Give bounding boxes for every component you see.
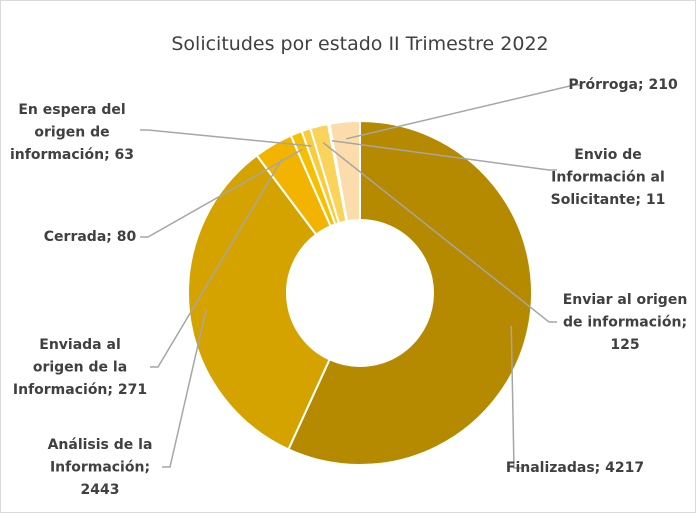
- data-label-line: Información al: [551, 170, 665, 186]
- data-label-line: origen de: [34, 125, 109, 141]
- data-label: Envio de Información al Solicitante; 11: [551, 147, 666, 208]
- leader-line: [346, 84, 582, 140]
- leader-line: [331, 140, 557, 171]
- data-label-line: origen de la: [33, 360, 127, 376]
- donut-slice: [287, 119, 533, 466]
- data-label-line: Análisis de la: [48, 437, 153, 453]
- data-label-line: Información; 271: [13, 382, 147, 398]
- data-label: Enviar al origen de información; 125: [563, 292, 688, 353]
- leader-line: [510, 325, 522, 469]
- data-label: Enviada al origen de la Información; 271: [13, 337, 147, 398]
- data-label-line: Prórroga; 210: [568, 77, 678, 93]
- data-label-line: 125: [610, 337, 639, 353]
- leader-line: [162, 309, 207, 468]
- chart-title: Solicitudes por estado II Trimestre 2022: [171, 33, 548, 55]
- data-label-line: Enviar al origen: [563, 292, 688, 308]
- data-label-line: Enviada al: [39, 337, 121, 353]
- leader-line: [150, 158, 283, 368]
- data-label-line: Finalizadas; 4217: [506, 460, 644, 476]
- data-label-line: información; 63: [10, 147, 134, 163]
- data-label: Prórroga; 210: [568, 77, 678, 93]
- leader-line: [140, 129, 312, 147]
- data-label-line: Cerrada; 80: [44, 229, 137, 245]
- data-label: Finalizadas; 4217: [506, 460, 644, 476]
- data-label-line: Solicitante; 11: [551, 192, 666, 208]
- data-label-line: de información;: [563, 315, 687, 331]
- data-label: En espera del origen de información; 63: [10, 102, 134, 163]
- donut-slice: [187, 154, 331, 451]
- donut-slice: [328, 119, 361, 223]
- data-label-line: Información;: [50, 460, 150, 476]
- data-label-line: Envio de: [574, 147, 641, 163]
- data-label: Cerrada; 80: [44, 229, 137, 245]
- leader-line: [322, 142, 557, 323]
- data-label-line: En espera del: [18, 102, 125, 118]
- leader-line: [140, 148, 303, 238]
- data-label-line: 2443: [81, 482, 120, 498]
- data-label: Análisis de la Información; 2443: [48, 437, 153, 498]
